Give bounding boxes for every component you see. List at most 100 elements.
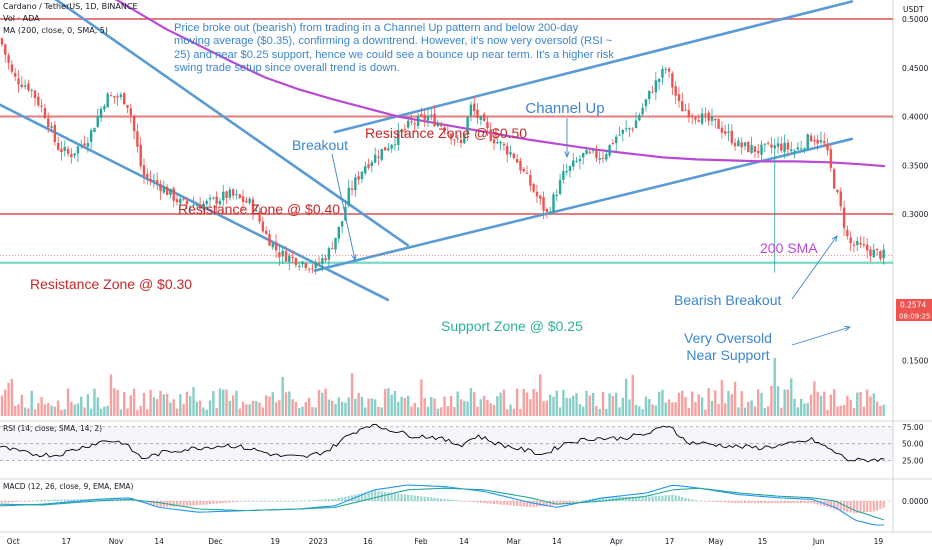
time-axis-label: Feb bbox=[414, 537, 428, 546]
volume-bar bbox=[677, 392, 681, 416]
candle-body bbox=[354, 177, 357, 191]
candle-body bbox=[129, 108, 132, 116]
volume-bar bbox=[142, 392, 146, 416]
volume-bar bbox=[463, 400, 466, 416]
volume-bar bbox=[231, 395, 235, 416]
volume-bar bbox=[469, 388, 473, 416]
volume-bar bbox=[208, 400, 212, 416]
candle-body bbox=[255, 210, 258, 212]
volume-bar bbox=[499, 392, 502, 416]
candle-body bbox=[179, 198, 182, 204]
volume-bar bbox=[122, 392, 126, 416]
volume-bar bbox=[628, 399, 631, 416]
candle-body bbox=[687, 109, 691, 118]
candle-body bbox=[558, 179, 562, 195]
volume-bar bbox=[624, 378, 628, 416]
candle-body bbox=[628, 128, 631, 130]
candle-body bbox=[776, 143, 780, 147]
volume-bar bbox=[555, 390, 558, 416]
volume-bar bbox=[321, 392, 324, 416]
volume-bar bbox=[433, 398, 436, 416]
candle-body bbox=[813, 139, 816, 142]
candle-body bbox=[449, 133, 453, 140]
oversold-arrow-head bbox=[843, 325, 852, 332]
volume-bar bbox=[195, 401, 199, 416]
macd-histogram-bar bbox=[149, 501, 152, 505]
volume-bar bbox=[129, 395, 132, 416]
macd-histogram-bar bbox=[37, 500, 40, 501]
candle-body bbox=[717, 119, 720, 129]
candle-body bbox=[364, 166, 367, 174]
macd-histogram-bar bbox=[654, 496, 657, 501]
volume-bar bbox=[816, 391, 819, 416]
volume-bar bbox=[529, 399, 532, 416]
volume-bar bbox=[314, 407, 317, 416]
macd-histogram-bar bbox=[291, 501, 294, 502]
volume-bar bbox=[575, 393, 578, 416]
volume-bar bbox=[644, 396, 648, 416]
macd-histogram-bar bbox=[261, 501, 264, 502]
candle-body bbox=[545, 209, 549, 212]
macd-histogram-bar bbox=[30, 500, 33, 502]
candle-body bbox=[387, 148, 390, 151]
candle-body bbox=[552, 194, 555, 212]
candle-body bbox=[228, 189, 232, 198]
candle-body bbox=[677, 94, 681, 102]
candle-body bbox=[486, 121, 489, 129]
candle-body bbox=[763, 143, 767, 145]
candle-body bbox=[730, 130, 733, 144]
macd-histogram-bar bbox=[539, 501, 542, 507]
volume-bar bbox=[449, 395, 453, 416]
candle-body bbox=[56, 143, 60, 150]
volume-bar bbox=[416, 407, 420, 416]
volume-bar bbox=[829, 394, 833, 416]
volume-bar bbox=[370, 398, 374, 416]
price-axis-tick: 0.5000 bbox=[902, 15, 928, 24]
bearish-breakout-arrow bbox=[791, 235, 838, 300]
macd-histogram-bar bbox=[344, 496, 347, 501]
candle-body bbox=[674, 86, 677, 96]
candle-body bbox=[215, 196, 218, 204]
candle-body bbox=[459, 139, 463, 144]
volume-bar bbox=[803, 403, 806, 416]
candle-body bbox=[430, 114, 433, 116]
candle-body bbox=[766, 142, 770, 144]
candle-body bbox=[509, 152, 512, 155]
macd-histogram-bar bbox=[245, 501, 248, 502]
candle-body bbox=[502, 143, 506, 146]
macd-histogram-bar bbox=[615, 496, 618, 501]
volume-bar bbox=[839, 405, 842, 416]
macd-histogram-bar bbox=[341, 497, 344, 501]
candle-body bbox=[251, 199, 255, 212]
volume-bar bbox=[291, 399, 294, 416]
macd-histogram-bar bbox=[271, 501, 274, 502]
time-axis-label: 16 bbox=[363, 537, 373, 546]
candle-body bbox=[317, 263, 321, 265]
macd-histogram-bar bbox=[466, 501, 469, 502]
macd-histogram-bar bbox=[347, 495, 350, 501]
volume-bar bbox=[776, 386, 780, 416]
candle-body bbox=[334, 237, 337, 250]
candle-body bbox=[284, 251, 288, 262]
candle-body bbox=[740, 142, 743, 148]
volume-bar bbox=[202, 407, 205, 416]
volume-bar bbox=[179, 394, 182, 416]
macd-line bbox=[0, 484, 884, 526]
macd-histogram-bar bbox=[159, 501, 162, 508]
macd-histogram-bar bbox=[763, 501, 766, 504]
candle-body bbox=[156, 180, 159, 184]
candle-body bbox=[694, 117, 697, 120]
volume-bar bbox=[710, 401, 714, 416]
volume-bar bbox=[245, 404, 248, 416]
macd-histogram-bar bbox=[443, 498, 446, 501]
volume-bar bbox=[525, 392, 529, 416]
candle-body bbox=[618, 134, 621, 136]
volume-bar bbox=[704, 409, 707, 416]
volume-bar bbox=[720, 380, 724, 416]
macd-histogram-bar bbox=[337, 498, 340, 501]
candle-body bbox=[403, 128, 407, 130]
volume-bar bbox=[327, 399, 331, 416]
volume-bar bbox=[307, 397, 311, 416]
